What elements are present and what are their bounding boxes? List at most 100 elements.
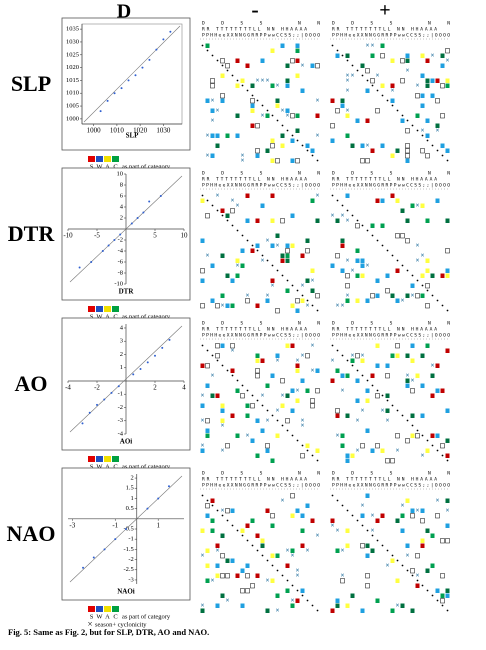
y-tick-label: 10 (117, 170, 124, 177)
category-square (445, 148, 450, 153)
category-square (415, 113, 420, 118)
category-square (340, 243, 345, 248)
cross-mark: × (291, 552, 295, 560)
diagonal-dot (276, 419, 279, 422)
diagonal-dot (266, 559, 269, 562)
column-title: D (117, 1, 131, 23)
cross-mark: × (201, 442, 205, 450)
cross-mark: × (211, 97, 215, 105)
category-square (215, 343, 220, 349)
category-square (365, 158, 370, 164)
category-square (430, 93, 435, 98)
y-tick-label: -1 (128, 536, 133, 543)
cross-mark: × (286, 547, 290, 555)
cross-mark: × (346, 257, 350, 265)
category-square (210, 393, 215, 398)
category-square (205, 433, 210, 438)
category-square (280, 258, 285, 263)
category-square (405, 238, 410, 244)
category-square (275, 158, 280, 164)
row-label: SLP (11, 71, 51, 96)
x-tick-label: 1020 (133, 127, 148, 135)
category-square (255, 153, 260, 158)
category-square (250, 248, 255, 253)
category-square (385, 288, 390, 294)
cross-mark: × (316, 97, 320, 105)
category-square (215, 603, 220, 608)
data-point (148, 58, 151, 61)
legend-swatch (104, 606, 111, 612)
cross-mark: × (301, 282, 305, 290)
category-square (200, 238, 205, 243)
legend-cross-text: season+ cyclonicity (95, 621, 147, 628)
diagonal-dot (286, 579, 289, 582)
cross-mark: × (381, 407, 385, 415)
diagonal-dot (221, 64, 224, 67)
diagonal-dot (421, 284, 424, 287)
legend-swatch (104, 456, 111, 462)
category-square (310, 268, 315, 273)
diagonal-dot (406, 569, 409, 572)
diagonal-dot (411, 424, 414, 427)
y-tick-label: 8 (120, 181, 123, 188)
diagonal-dot (211, 204, 214, 207)
category-square (205, 383, 210, 388)
diagonal-dot (356, 69, 359, 72)
data-point (120, 87, 123, 90)
category-square (300, 378, 305, 383)
cross-mark: × (271, 282, 275, 290)
diagonal-dot (236, 379, 239, 382)
category-square (250, 123, 255, 128)
matrix-header: DDSS NN (332, 21, 450, 27)
category-square (295, 58, 300, 63)
diagonal-dot (351, 214, 354, 217)
category-square (220, 343, 225, 348)
cross-mark: × (296, 567, 300, 575)
data-point (141, 66, 144, 69)
diagonal-dot (446, 609, 449, 612)
row-label: AO (15, 371, 48, 396)
row-label: DTR (8, 221, 56, 246)
diagonal-dot (436, 449, 439, 452)
category-square (375, 293, 380, 298)
diagonal-dot (236, 79, 239, 82)
diagonal-dot (281, 574, 284, 577)
diagonal-dot (346, 509, 349, 512)
category-square (205, 418, 210, 424)
data-point (103, 548, 106, 551)
category-square (250, 518, 255, 523)
diagonal-dot (211, 54, 214, 57)
category-square (395, 433, 400, 439)
category-square (395, 343, 400, 349)
category-square (200, 198, 205, 203)
legend-letter: S (90, 613, 94, 620)
category-square (275, 98, 280, 103)
category-square (300, 453, 305, 459)
category-square (220, 73, 225, 78)
category-square (365, 68, 370, 74)
category-square (265, 508, 270, 513)
legend-letter: W (96, 163, 103, 170)
cross-mark: × (316, 192, 320, 200)
category-square (260, 538, 265, 543)
category-square (215, 353, 220, 359)
category-square (385, 363, 390, 368)
cross-mark: × (276, 407, 280, 415)
cross-mark: × (401, 297, 405, 305)
diagonal-dot (221, 214, 224, 217)
diagonal-dot (246, 239, 249, 242)
category-square (295, 508, 300, 513)
cross-mark: × (366, 142, 370, 150)
x-tick-label: 2 (153, 384, 157, 392)
category-square (400, 233, 405, 239)
diagonal-dot (331, 494, 334, 497)
category-square (290, 243, 295, 248)
category-square (295, 158, 300, 164)
category-square (395, 298, 400, 303)
category-square (245, 403, 250, 408)
y-tick-label: -4 (118, 430, 124, 437)
diagonal-dot (206, 499, 209, 502)
category-square (420, 273, 425, 278)
diagonal-dot (206, 49, 209, 52)
cross-mark: × (246, 292, 250, 300)
